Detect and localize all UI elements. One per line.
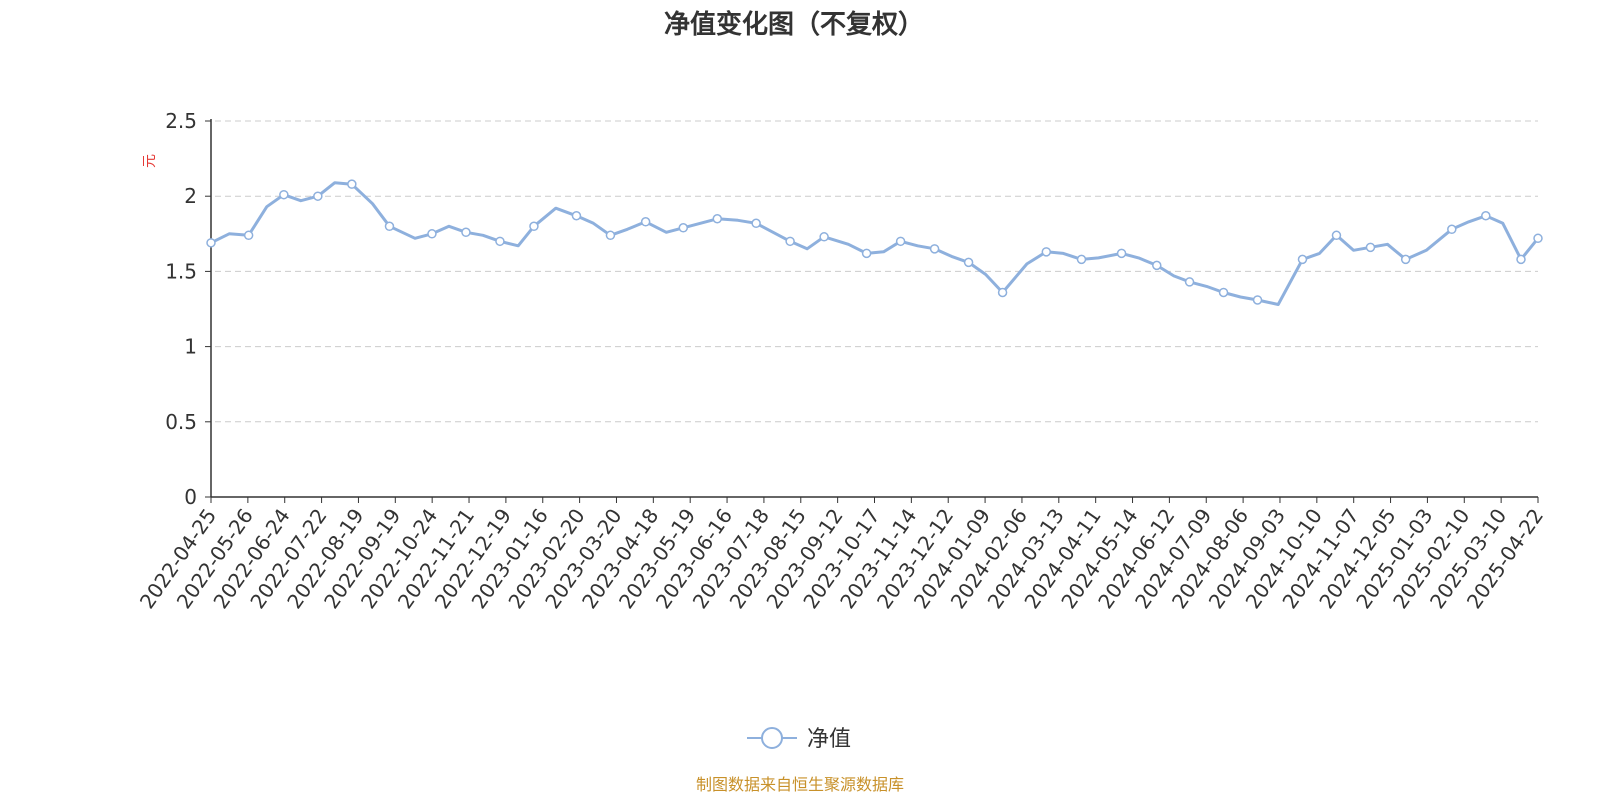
data-point[interactable] [1481,211,1491,221]
data-point[interactable] [1516,254,1526,265]
y-tick-label: 0.5 [165,410,197,434]
data-point[interactable] [963,257,974,268]
data-point[interactable] [1116,248,1127,259]
y-tick-label: 0 [184,485,197,509]
data-point[interactable] [1365,242,1376,253]
data-point[interactable] [1447,224,1457,235]
legend-circle-marker [761,727,783,749]
axes [210,119,1538,498]
data-point[interactable] [1076,254,1087,265]
data-point[interactable] [461,227,471,238]
legend[interactable]: 净值 [747,727,851,752]
data-point[interactable] [997,287,1008,298]
data-point[interactable] [1400,254,1411,265]
data-point[interactable] [313,191,323,201]
data-source-note: 制图数据来自恒生聚源数据库 [696,775,904,794]
y-axis-label: 元 [142,154,158,168]
x-axis-ticks: 2022-04-252022-05-262022-06-242022-07-22… [135,497,1548,613]
data-point[interactable] [206,238,216,248]
data-point[interactable] [1252,295,1263,305]
series-line-nav [210,181,1540,306]
data-point[interactable] [495,236,505,247]
gridlines [215,120,1538,423]
data-point[interactable] [529,221,539,232]
data-point[interactable] [384,221,395,232]
series-nav [206,179,1543,306]
y-tick-label: 2 [184,184,197,208]
data-point[interactable] [785,236,795,247]
data-point[interactable] [712,214,723,224]
y-tick-label: 2.5 [165,109,197,133]
y-axis-ticks: 0 0.5 1 1.5 2 2.5 [165,109,211,509]
chart-title: 净值变化图（不复权） [664,9,924,40]
data-point[interactable] [279,189,289,200]
data-point[interactable] [347,179,357,189]
data-point[interactable] [819,232,829,242]
data-point[interactable] [427,229,437,239]
data-point[interactable] [929,244,940,254]
y-tick-label: 1.5 [165,259,197,283]
data-point[interactable] [1533,233,1543,244]
data-point[interactable] [751,218,761,229]
data-point[interactable] [1184,277,1195,287]
data-point[interactable] [243,230,254,241]
legend-label-nav: 净值 [807,727,851,752]
data-point[interactable] [1152,260,1162,271]
data-point[interactable] [1041,247,1052,257]
data-point[interactable] [640,217,651,227]
data-point[interactable] [1218,287,1229,298]
data-point[interactable] [861,248,872,259]
y-tick-label: 1 [184,335,197,359]
data-point[interactable] [571,211,582,221]
data-point[interactable] [895,236,906,247]
data-point[interactable] [605,230,616,241]
data-point[interactable] [1297,254,1308,265]
data-point[interactable] [678,223,689,233]
data-point[interactable] [1331,230,1342,241]
